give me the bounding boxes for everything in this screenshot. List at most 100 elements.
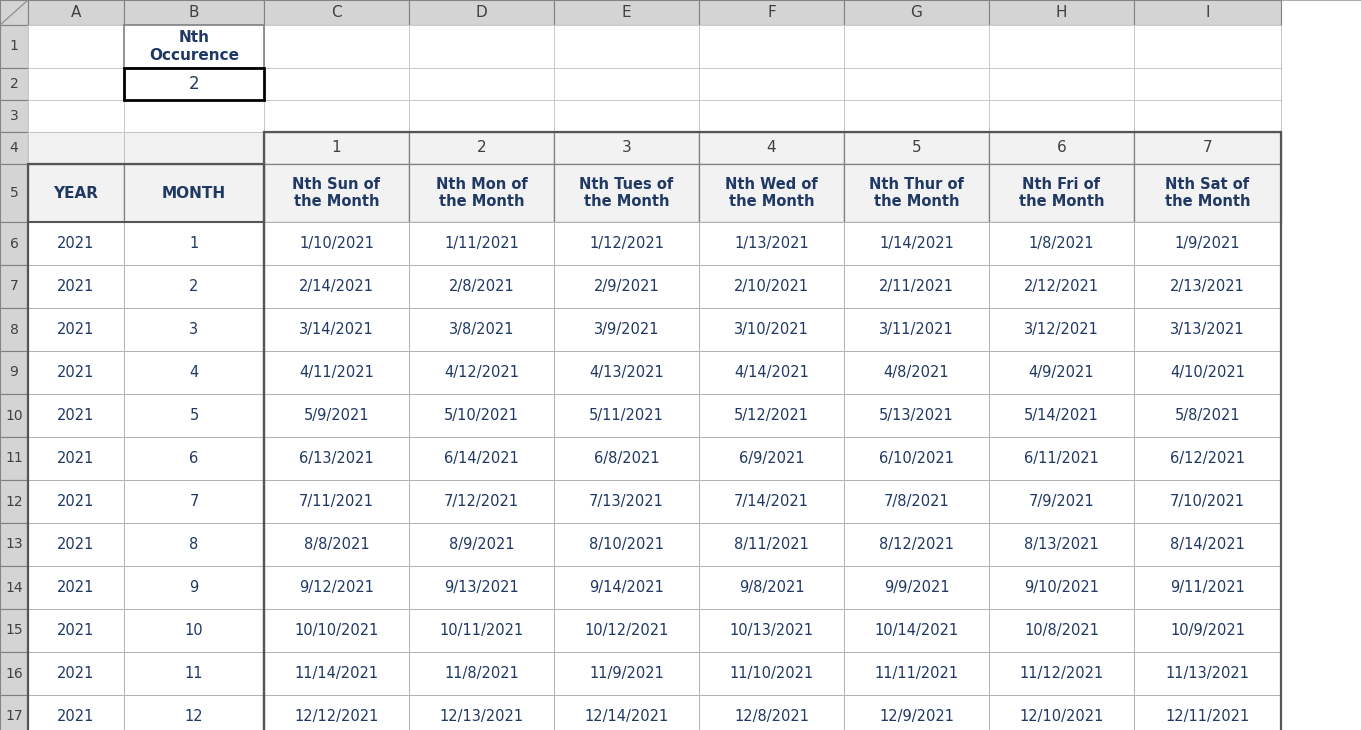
Bar	[989, 609, 1134, 652]
Bar	[29, 394, 124, 437]
Text: 9: 9	[189, 580, 199, 595]
Bar	[410, 164, 554, 222]
Text: 11/13/2021: 11/13/2021	[1165, 666, 1249, 681]
Bar	[844, 609, 989, 652]
Bar	[29, 222, 124, 265]
Bar	[989, 394, 1134, 437]
Bar	[264, 308, 410, 351]
Bar	[29, 437, 124, 480]
Bar	[554, 437, 700, 480]
Bar	[1134, 351, 1281, 394]
Bar	[554, 609, 700, 652]
Bar	[700, 566, 844, 609]
Text: Nth
Occurence: Nth Occurence	[148, 31, 240, 63]
Bar	[1134, 100, 1281, 132]
Bar	[989, 609, 1134, 652]
Text: 1/8/2021: 1/8/2021	[1029, 236, 1094, 251]
Bar	[264, 351, 410, 394]
Bar	[124, 265, 264, 308]
Bar	[989, 100, 1134, 132]
Bar	[124, 265, 264, 308]
Bar	[700, 100, 844, 132]
Bar	[0, 265, 29, 308]
Bar	[410, 695, 554, 730]
Bar	[554, 0, 700, 25]
Bar	[1134, 222, 1281, 265]
Bar	[700, 695, 844, 730]
Text: 7/10/2021: 7/10/2021	[1170, 494, 1245, 509]
Bar	[29, 222, 124, 265]
Bar	[410, 0, 554, 25]
Bar	[29, 480, 124, 523]
Bar	[554, 566, 700, 609]
Bar	[1134, 566, 1281, 609]
Bar	[410, 480, 554, 523]
Bar	[844, 308, 989, 351]
Bar	[264, 308, 410, 351]
Bar	[124, 523, 264, 566]
Text: 2/12/2021: 2/12/2021	[1023, 279, 1100, 294]
Bar	[700, 222, 844, 265]
Bar	[554, 523, 700, 566]
Text: 2/11/2021: 2/11/2021	[879, 279, 954, 294]
Bar	[844, 566, 989, 609]
Bar	[844, 394, 989, 437]
Bar	[700, 0, 844, 25]
Bar	[264, 351, 410, 394]
Text: 3/8/2021: 3/8/2021	[449, 322, 514, 337]
Bar	[844, 566, 989, 609]
Text: 5/14/2021: 5/14/2021	[1023, 408, 1098, 423]
Text: 10/14/2021: 10/14/2021	[874, 623, 958, 638]
Bar	[29, 164, 124, 222]
Text: 17: 17	[5, 710, 23, 723]
Bar	[1134, 132, 1281, 164]
Bar	[844, 480, 989, 523]
Bar	[1134, 394, 1281, 437]
Text: 4: 4	[189, 365, 199, 380]
Text: 12/12/2021: 12/12/2021	[294, 709, 378, 724]
Bar	[29, 100, 124, 132]
Bar	[554, 68, 700, 100]
Bar	[989, 695, 1134, 730]
Bar	[554, 523, 700, 566]
Text: 2/10/2021: 2/10/2021	[734, 279, 808, 294]
Bar	[410, 566, 554, 609]
Bar	[410, 566, 554, 609]
Bar	[554, 652, 700, 695]
Bar	[1134, 132, 1281, 164]
Bar	[700, 222, 844, 265]
Bar	[989, 437, 1134, 480]
Bar	[1134, 351, 1281, 394]
Bar	[1134, 609, 1281, 652]
Bar	[29, 652, 124, 695]
Bar	[410, 164, 554, 222]
Bar	[700, 566, 844, 609]
Text: 4/11/2021: 4/11/2021	[299, 365, 374, 380]
Bar	[410, 351, 554, 394]
Text: B: B	[189, 5, 199, 20]
Bar	[124, 351, 264, 394]
Text: 1: 1	[332, 140, 342, 155]
Text: 3/10/2021: 3/10/2021	[734, 322, 808, 337]
Bar	[844, 480, 989, 523]
Text: Nth Tues of
the Month: Nth Tues of the Month	[580, 177, 674, 210]
Text: 5/9/2021: 5/9/2021	[304, 408, 369, 423]
Bar	[0, 164, 29, 222]
Bar	[264, 695, 410, 730]
Bar	[554, 695, 700, 730]
Bar	[124, 652, 264, 695]
Bar	[844, 308, 989, 351]
Bar	[0, 480, 29, 523]
Bar	[1134, 100, 1281, 132]
Bar	[554, 695, 700, 730]
Bar	[124, 566, 264, 609]
Text: 7/14/2021: 7/14/2021	[734, 494, 808, 509]
Bar	[124, 652, 264, 695]
Bar	[0, 68, 29, 100]
Bar	[700, 523, 844, 566]
Bar	[264, 164, 410, 222]
Bar	[989, 566, 1134, 609]
Bar	[264, 480, 410, 523]
Bar	[700, 523, 844, 566]
Bar	[29, 695, 124, 730]
